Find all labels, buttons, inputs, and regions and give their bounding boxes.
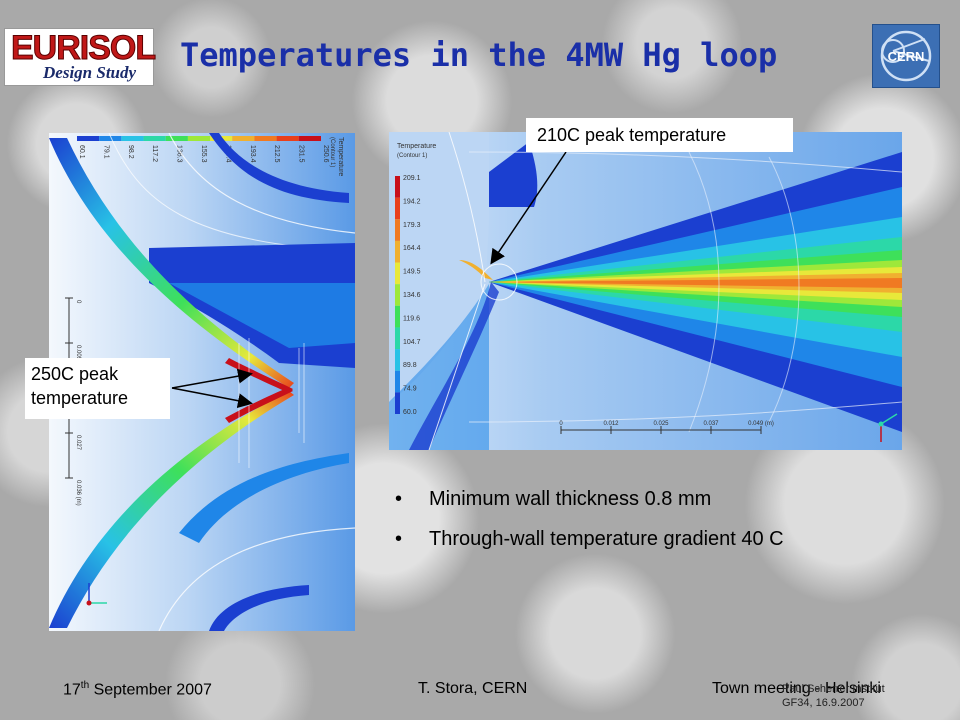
left-legend-swatch	[121, 136, 144, 141]
left-legend-swatch	[298, 136, 321, 141]
bullet-list: • Minimum wall thickness 0.8 mm • Throug…	[395, 484, 784, 564]
left-legend-swatch	[77, 136, 100, 141]
footer-credit: Paul Scherrer Institut GF34, 16.9.2007	[782, 682, 885, 710]
cern-logo: CERN	[872, 24, 940, 88]
right-legend-value: 89.8	[403, 362, 417, 369]
right-legend-value: 194.2	[403, 198, 421, 205]
right-plot-svg: Temperature (Contour 1) 209.1 194.2 179.3 164…	[389, 132, 902, 450]
left-legend-swatch	[187, 136, 211, 141]
left-scale-tick: 0.036 (m)	[75, 480, 81, 506]
left-legend-value: 231.5	[298, 145, 305, 163]
left-legend-value: 117.2	[151, 145, 158, 162]
right-legend-value: 179.3	[403, 222, 421, 229]
cern-logo-mark: CERN	[880, 30, 932, 82]
bullet-item: • Through-wall temperature gradient 40 C	[395, 524, 784, 564]
left-legend-swatch	[99, 136, 122, 141]
right-scale-tick: 0.037	[703, 421, 719, 427]
right-plot-scale-bar: 0 0.012 0.025 0.037 0.049 (m)	[559, 421, 774, 434]
footer-date-rest: September 2007	[89, 681, 212, 699]
bullet-text: Minimum wall thickness 0.8 mm	[429, 488, 712, 510]
footer-date: 17th September 2007	[63, 680, 212, 699]
right-legend-value: 74.9	[403, 386, 417, 393]
right-scale-tick: 0.049 (m)	[748, 421, 774, 427]
bullet-symbol: •	[395, 528, 403, 550]
right-legend-value: 104.7	[403, 339, 421, 346]
right-legend-swatch	[395, 219, 400, 241]
eurisol-logo-word: EURISOL	[10, 29, 156, 68]
left-legend-swatch	[143, 136, 166, 141]
eurisol-logo: EURISOL Design Study	[4, 28, 157, 86]
footer-author: T. Stora, CERN	[418, 680, 528, 697]
footer-date-day: 17	[63, 681, 81, 699]
right-legend-title: Temperature	[397, 143, 436, 150]
right-legend-value: 209.1	[403, 175, 421, 182]
left-legend-title: Temperature	[337, 137, 344, 176]
left-temperature-plot: 60.179.198.2117.2136.3155.3174.4193.4212…	[49, 133, 355, 631]
right-legend-swatch	[395, 392, 400, 414]
footer-date-suffix: th	[80, 680, 90, 691]
left-plot-axis-triad	[86, 583, 107, 606]
right-legend-swatch	[395, 284, 400, 306]
right-legend-subtitle: (Contour 1)	[397, 153, 427, 159]
right-legend-swatch	[395, 240, 400, 263]
right-legend-swatch	[395, 305, 400, 328]
left-legend-subtitle: (Contour 1)	[329, 137, 335, 167]
right-legend-swatch	[395, 176, 400, 198]
left-legend-value: 250.6	[322, 145, 329, 163]
left-plot-svg: 60.179.198.2117.2136.3155.3174.4193.4212…	[49, 133, 355, 631]
right-legend-swatch	[395, 327, 400, 350]
right-legend-swatch	[395, 197, 400, 220]
right-temperature-plot: Temperature (Contour 1) 209.1 194.2 179.3 164…	[389, 132, 902, 450]
right-legend-value: 164.4	[403, 245, 421, 252]
left-legend-value: 98.2	[127, 145, 134, 159]
left-legend-value: 155.3	[200, 145, 207, 163]
eurisol-logo-sub: Design Study	[43, 63, 137, 82]
bullet-text: Through-wall temperature gradient 40 C	[429, 528, 784, 550]
right-legend-value: 119.6	[403, 315, 420, 322]
left-scale-tick: 0	[75, 300, 81, 304]
right-legend-value: 60.0	[403, 409, 417, 416]
right-legend-swatch	[395, 262, 400, 285]
right-scale-tick: 0.012	[603, 421, 619, 427]
bullet-symbol: •	[395, 488, 403, 510]
left-legend-value: 79.1	[102, 145, 109, 159]
right-scale-tick: 0	[559, 421, 563, 427]
left-legend-swatch	[276, 136, 299, 141]
left-plot-legend: 60.179.198.2117.2136.3155.3174.4193.4212…	[77, 136, 344, 176]
right-scale-tick: 0.025	[653, 421, 669, 427]
right-legend-value: 149.5	[403, 269, 421, 276]
right-legend-value: 134.6	[403, 292, 421, 299]
footer-event: Town meeting - Helsinki	[712, 680, 881, 697]
bullet-item: • Minimum wall thickness 0.8 mm	[395, 484, 784, 524]
cern-logo-word: CERN	[888, 49, 925, 64]
left-legend-value: 60.1	[78, 145, 85, 159]
footer-credit-line2: GF34, 16.9.2007	[782, 697, 865, 709]
left-legend-swatch	[254, 136, 277, 141]
left-legend-swatch	[232, 136, 255, 141]
footer-credit-line1: Paul Scherrer Institut	[782, 683, 885, 695]
right-legend-swatch	[395, 349, 400, 371]
right-plot-axis-triad	[878, 413, 898, 442]
left-legend-value: 212.5	[273, 145, 280, 163]
left-scale-tick: 0.027	[75, 435, 81, 451]
left-legend-value: 193.4	[249, 145, 256, 163]
left-legend-value: 136.3	[176, 145, 183, 163]
right-legend-swatch	[395, 370, 400, 393]
peak-temperature-callout-left: 250C peak temperature	[25, 358, 170, 419]
slide-title: Temperatures in the 4MW Hg loop	[180, 36, 778, 74]
left-scale-tick: 0.009	[75, 345, 81, 361]
left-legend-swatch	[165, 136, 188, 141]
peak-temperature-callout-right: 210C peak temperature	[526, 118, 793, 152]
right-plot-legend: Temperature (Contour 1) 209.1 194.2 179.3 164…	[395, 143, 436, 416]
